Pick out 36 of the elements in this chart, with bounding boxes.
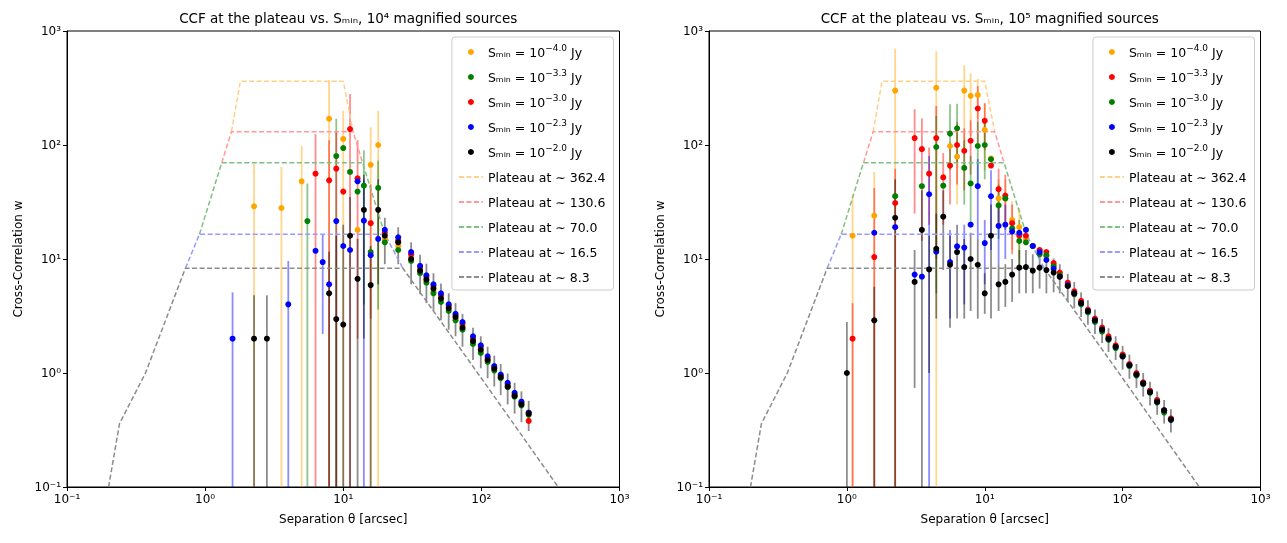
y-tick-label: 10² [682, 138, 703, 152]
x-tick-label: 10² [1112, 492, 1133, 506]
x-tick-label: 10³ [1249, 492, 1271, 506]
legend-label: Plateau at ∼ 8.3 [487, 269, 590, 285]
x-tick-label: 10² [471, 492, 492, 506]
y-tick-label: 10¹ [682, 252, 703, 266]
x-axis-title: Separation θ [arcsec] [279, 512, 408, 526]
x-tick-label: 10³ [609, 492, 630, 506]
chart-title: CCF at the plateau vs. Sₘᵢₙ, 10⁴ magnified sources [179, 10, 518, 26]
x-axis-title: Separation θ [arcsec] [920, 512, 1049, 526]
y-axis-title: Cross-Correlation w [652, 200, 667, 318]
legend-label: Plateau at ∼ 16.5 [487, 244, 598, 260]
x-tick-label: 10¹ [333, 492, 354, 506]
legend-label: Plateau at ∼ 8.3 [1128, 269, 1231, 285]
x-tick-label: 10⁰ [195, 492, 216, 506]
x-tick-label: 10⁻¹ [695, 492, 722, 506]
legend-label: Plateau at ∼ 130.6 [487, 194, 606, 210]
y-tick-label: 10⁻¹ [34, 480, 62, 494]
y-tick-label: 10⁰ [682, 366, 703, 380]
chart-title: CCF at the plateau vs. Sₘᵢₙ, 10⁵ magnified sources [820, 10, 1159, 26]
x-tick-label: 10⁻¹ [53, 492, 81, 506]
y-tick-label: 10² [40, 138, 62, 152]
x-tick-label: 10⁰ [836, 492, 857, 506]
y-tick-label: 10³ [40, 24, 62, 38]
y-axis-title: Cross-Correlation w [10, 200, 25, 318]
x-tick-label: 10¹ [974, 492, 995, 506]
legend-label: Plateau at ∼ 362.4 [487, 169, 606, 185]
y-tick-label: 10¹ [40, 252, 62, 266]
y-tick-label: 10³ [682, 24, 703, 38]
legend-label: Plateau at ∼ 16.5 [1128, 244, 1239, 260]
legend-label: Plateau at ∼ 70.0 [487, 219, 598, 235]
y-tick-label: 10⁰ [40, 366, 62, 380]
y-tick-label: 10⁻¹ [676, 480, 703, 494]
legend-label: Plateau at ∼ 130.6 [1128, 194, 1247, 210]
legend-label: Plateau at ∼ 70.0 [1128, 219, 1239, 235]
legend-label: Plateau at ∼ 362.4 [1128, 169, 1247, 185]
